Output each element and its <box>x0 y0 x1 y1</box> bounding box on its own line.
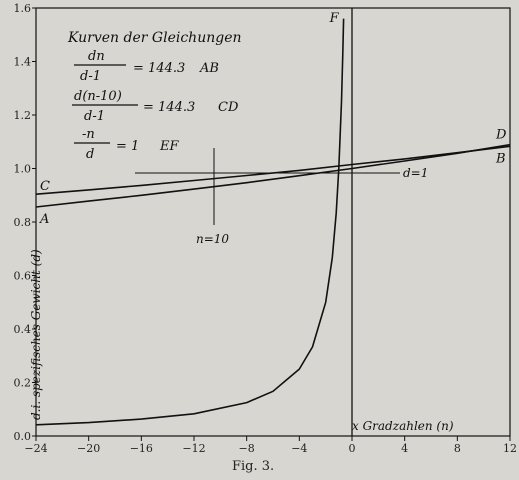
equation-ab-denominator: d-1 <box>80 69 101 84</box>
equation-cd-rhs: = 144.3 <box>143 100 195 115</box>
y-tick-label: 1.0 <box>14 163 32 176</box>
y-tick-label: 0.2 <box>14 377 32 390</box>
series-ab-start-label: A <box>39 212 49 227</box>
y-tick-label: 0.8 <box>14 216 32 229</box>
equation-cd-label: CD <box>218 100 239 115</box>
x-tick-label: −16 <box>130 442 153 455</box>
equation-cd-numerator: d(n-10) <box>74 89 122 104</box>
equation-ef-numerator: -n <box>82 127 95 142</box>
equation-cd-denominator: d-1 <box>84 109 105 124</box>
x-tick-label: −8 <box>239 442 255 455</box>
equation-ab: dn d-1 = 144.3 AB <box>74 49 219 84</box>
equation-ab-numerator: dn <box>88 49 105 64</box>
series-cd-end-label: D <box>495 127 507 142</box>
series-ab-end-label: B <box>495 152 506 167</box>
equation-ab-label: AB <box>199 61 219 76</box>
x-tick-label: −4 <box>291 442 307 455</box>
x-axis-title: x Gradzahlen (n) <box>352 419 454 433</box>
series-cd-start-label: C <box>40 179 50 194</box>
y-tick-label: 0.6 <box>14 270 32 283</box>
equation-ef-denominator: d <box>86 147 94 162</box>
equation-ef-rhs: = 1 <box>116 139 139 154</box>
x-tick-label: −20 <box>77 442 100 455</box>
y-tick-label: 1.6 <box>14 2 32 15</box>
x-tick-label: −12 <box>182 442 205 455</box>
equation-cd: d(n-10) d-1 = 144.3 CD <box>72 89 239 124</box>
y-tick-label: 0.0 <box>14 430 32 443</box>
y-tick-label: 1.2 <box>14 109 32 122</box>
series-cd-line <box>35 145 511 195</box>
y-tick-label: 1.4 <box>14 56 32 69</box>
equation-ef: -n d = 1 EF <box>74 127 179 162</box>
figure-caption: Fig. 3. <box>232 459 274 474</box>
series-ab-line <box>35 143 511 208</box>
series-ef-start-label: F <box>329 11 340 26</box>
x-tick-label: 0 <box>349 442 356 455</box>
d1-annotation-label: d=1 <box>403 166 428 180</box>
x-tick-label: 8 <box>454 442 461 455</box>
chart-title: Kurven der Gleichungen <box>67 30 242 46</box>
n10-annotation-label: n=10 <box>196 232 229 246</box>
equation-ef-label: EF <box>159 139 179 154</box>
x-tick-label: 4 <box>401 442 408 455</box>
plot-frame <box>35 7 511 437</box>
x-tick-label: 12 <box>503 442 517 455</box>
x-tick-label: −24 <box>24 442 47 455</box>
y-tick-label: 0.4 <box>14 323 32 336</box>
series-ef-line <box>35 18 345 426</box>
equation-ab-rhs: = 144.3 <box>133 61 185 76</box>
y-axis-title: d.i. spezifisches Gewicht (d) <box>29 249 43 420</box>
